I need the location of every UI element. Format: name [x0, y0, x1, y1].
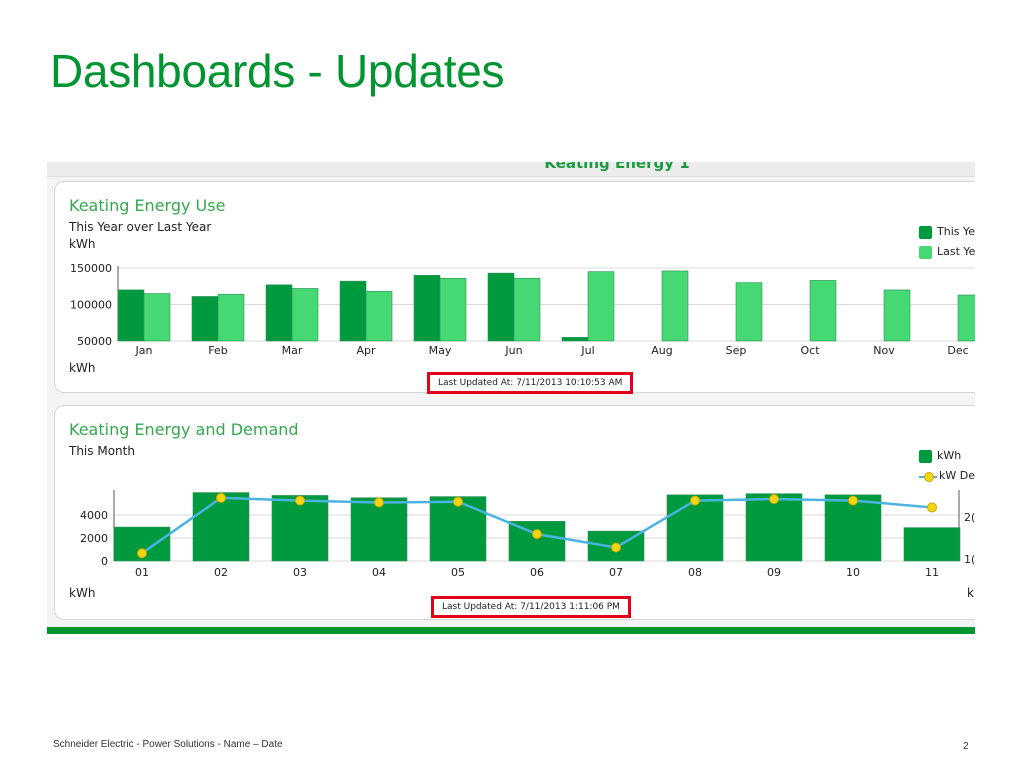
energy-demand-last-updated: Last Updated At: 7/11/2013 1:11:06 PM	[431, 596, 631, 618]
x-tick-label: Aug	[651, 344, 672, 357]
demand-point	[690, 495, 700, 506]
energy-demand-chart: 4000 2000 0 2( 1( 01 02 03 04 05 06 07 08 09 10 11	[80, 490, 975, 579]
bar-kwh	[192, 492, 250, 562]
bar-last-year	[217, 293, 245, 342]
bar-last-year	[957, 294, 975, 342]
demand-point	[532, 529, 542, 540]
x-tick-label: Jun	[504, 344, 522, 357]
x-tick-label: Sep	[726, 344, 747, 357]
kw-demand-line-icon	[919, 472, 937, 482]
x-tick-label: 05	[451, 566, 465, 579]
x-tick-label: Jan	[135, 344, 153, 357]
brand-green-bar	[47, 627, 975, 634]
x-tick-label: Feb	[208, 344, 227, 357]
last-year-swatch	[919, 246, 932, 259]
y-tick-label: 150000	[70, 262, 112, 275]
bar-kwh	[508, 521, 566, 562]
demand-point	[769, 494, 779, 505]
bar-kwh	[350, 497, 408, 562]
demand-point	[374, 497, 384, 508]
x-tick-label: 04	[372, 566, 386, 579]
x-tick-label: 08	[688, 566, 702, 579]
x-tick-label: Apr	[356, 344, 376, 357]
dashboard-screenshot: Keating Energy 1 Keating Energy Use This…	[47, 162, 975, 634]
bar-kwh	[824, 494, 882, 562]
energy-demand-subtitle: This Month	[69, 444, 135, 458]
demand-point	[848, 495, 858, 506]
y2-tick-label: 1(	[964, 553, 975, 566]
y-tick-label: 0	[101, 555, 108, 568]
demand-point	[927, 502, 937, 513]
bar-last-year	[439, 277, 467, 342]
demand-point	[295, 495, 305, 506]
bar-this-year	[487, 272, 515, 342]
demand-point	[453, 496, 463, 507]
bar-last-year	[809, 280, 837, 342]
energy-use-title: Keating Energy Use	[69, 196, 226, 215]
energy-use-xlabel: kWh	[69, 361, 96, 375]
bar-this-year	[413, 275, 441, 342]
x-tick-label: 02	[214, 566, 228, 579]
bar-last-year	[365, 291, 393, 342]
bar-last-year	[883, 289, 911, 342]
bar-this-year	[265, 284, 293, 342]
bar-last-year	[587, 271, 615, 342]
energy-use-ylabel: kWh	[69, 237, 96, 251]
x-tick-label: 07	[609, 566, 623, 579]
energy-use-panel: Keating Energy Use This Year over Last Y…	[54, 181, 975, 394]
energy-demand-ylabel: kWh	[69, 586, 96, 600]
bar-kwh	[745, 493, 803, 562]
bar-last-year	[513, 277, 541, 342]
slide-footer: Schneider Electric - Power Solutions - N…	[53, 739, 283, 750]
y-tick-label: 100000	[70, 299, 112, 312]
x-tick-label: Mar	[282, 344, 303, 357]
dashboard-title: Keating Energy 1	[47, 162, 975, 177]
y2-tick-label: 2(	[964, 511, 975, 524]
bar-this-year	[191, 296, 219, 342]
energy-use-subtitle: This Year over Last Year	[69, 220, 212, 234]
y-tick-label: 50000	[77, 335, 112, 348]
bar-this-year	[339, 280, 367, 342]
x-tick-label: Dec	[947, 344, 968, 357]
x-tick-label: 06	[530, 566, 544, 579]
energy-demand-y2label: k	[967, 586, 974, 600]
energy-demand-title: Keating Energy and Demand	[69, 420, 299, 439]
y-tick-label: 2000	[80, 532, 108, 545]
bar-last-year	[661, 270, 689, 342]
slide-page-number: 2	[963, 741, 969, 752]
x-tick-label: Jul	[580, 344, 594, 357]
bar-last-year	[143, 293, 171, 342]
legend-label-this-year: This Ye	[937, 225, 975, 238]
bar-kwh	[429, 496, 487, 562]
energy-demand-panel: Keating Energy and Demand This Month 400…	[54, 405, 975, 620]
x-tick-label: 10	[846, 566, 860, 579]
y-tick-label: 4000	[80, 509, 108, 522]
x-tick-label: Oct	[800, 344, 820, 357]
bar-last-year	[291, 288, 319, 342]
x-tick-label: Nov	[873, 344, 895, 357]
dashboard-title-text: Keating Energy 1	[544, 162, 690, 172]
demand-point	[137, 548, 147, 559]
energy-use-chart: 150000 100000 50000 Jan Feb Mar Apr May Jun Jul Au…	[70, 262, 975, 357]
demand-point	[611, 542, 621, 553]
bar-this-year	[561, 337, 589, 342]
legend-label-last-year: Last Ye	[937, 245, 975, 258]
energy-use-last-updated: Last Updated At: 7/11/2013 10:10:53 AM	[427, 372, 634, 394]
x-tick-label: 09	[767, 566, 781, 579]
x-tick-label: 01	[135, 566, 149, 579]
legend-label-kwh: kWh	[937, 449, 962, 462]
bar-this-year	[117, 289, 145, 342]
this-year-swatch	[919, 226, 932, 239]
bar-kwh	[666, 494, 724, 562]
bar-last-year	[735, 282, 763, 342]
kwh-swatch	[919, 450, 932, 463]
slide-title: Dashboards - Updates	[50, 45, 505, 97]
demand-point	[216, 492, 226, 503]
x-tick-label: 03	[293, 566, 307, 579]
x-tick-label: 11	[925, 566, 939, 579]
x-tick-label: May	[429, 344, 452, 357]
bar-kwh	[271, 495, 329, 562]
bar-kwh	[903, 527, 961, 562]
legend-label-kw-demand: kW Dema	[939, 469, 975, 482]
